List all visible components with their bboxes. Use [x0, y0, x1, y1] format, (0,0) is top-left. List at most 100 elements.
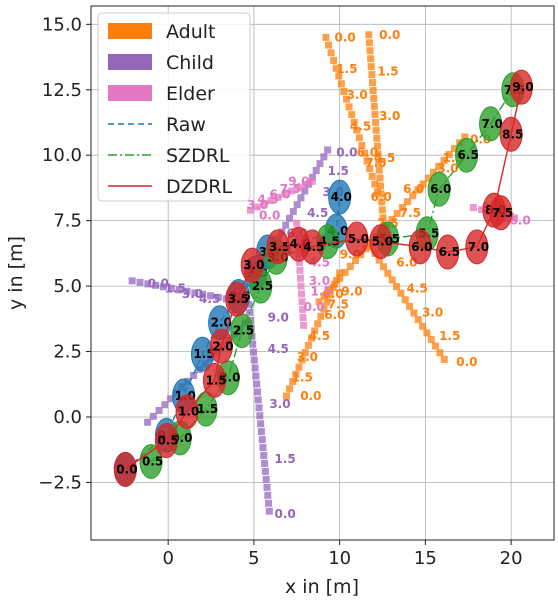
pedestrian-marker: [296, 266, 304, 274]
pedestrian-marker: [366, 47, 374, 55]
pedestrian-marker: [316, 160, 324, 168]
pedestrian-marker: [363, 157, 371, 165]
pedestrian-marker: [369, 86, 377, 94]
pedestrian-time-label: 1.5: [274, 452, 295, 466]
pedestrian-marker: [419, 322, 427, 330]
pedestrian-marker: [260, 200, 268, 208]
pedestrian-marker: [301, 181, 309, 189]
pedestrian-marker: [368, 172, 376, 180]
robot-time-label: 1.5: [197, 402, 218, 416]
robot-time-label: 0.5: [142, 454, 163, 468]
pedestrian-time-label: 0.0: [304, 300, 325, 314]
pedestrian-marker: [149, 412, 157, 420]
y-tick-label: 7.5: [53, 211, 82, 232]
pedestrian-time-label: 9.0: [288, 174, 309, 188]
pedestrian-time-label: 4.5: [309, 329, 330, 343]
pedestrian-trajectory: 0.01.53.04.56.07.5: [322, 30, 387, 196]
robot-position-marker: [175, 394, 199, 430]
robot-position-marker: [139, 443, 163, 479]
pedestrian-trajectory: 9.07.56.04.53.00.0: [246, 174, 316, 222]
pedestrian-marker: [340, 87, 348, 95]
pedestrian-trajectory: 0.01.53.04.5: [128, 276, 246, 306]
x-tick-label: 20: [500, 548, 523, 569]
pedestrian-marker: [372, 126, 380, 134]
pedestrian-marker: [435, 162, 443, 170]
pedestrian-marker: [325, 286, 333, 294]
pedestrian-time-label: 4.5: [407, 282, 428, 296]
pedestrian-time-label: 0.0: [300, 389, 321, 403]
robot-time-label: 1.0: [178, 405, 199, 419]
x-tick-label: 5: [248, 548, 259, 569]
pedestrian-marker: [409, 192, 417, 200]
pedestrian-marker: [371, 180, 379, 188]
pedestrian-marker: [369, 79, 377, 87]
pedestrian-marker: [345, 103, 353, 111]
pedestrian-marker: [191, 289, 199, 297]
pedestrian-marker: [374, 150, 382, 158]
robot-position-marker: [479, 106, 503, 142]
pedestrian-time-label: 1.5: [165, 282, 186, 296]
pedestrian-marker: [263, 483, 271, 491]
pedestrian-time-label: 6.0: [269, 187, 290, 201]
pedestrian-marker: [343, 95, 351, 103]
pedestrian-marker: [406, 302, 414, 310]
pedestrian-marker: [281, 190, 289, 198]
pedestrian-marker: [388, 215, 396, 223]
robot-position-marker: [499, 116, 523, 152]
pedestrian-trajectory: 9.06.04.53.01.50.0: [282, 269, 363, 403]
x-tick-label: 15: [414, 548, 437, 569]
pedestrian-marker: [401, 296, 409, 304]
pedestrian-marker: [361, 149, 369, 157]
pedestrian-marker: [167, 395, 175, 403]
pedestrian-marker: [393, 209, 401, 217]
pedestrian-marker: [376, 174, 384, 182]
legend-label: DZDRL: [166, 176, 232, 198]
pedestrian-marker: [293, 219, 301, 227]
robot-position-marker: [408, 229, 432, 265]
pedestrian-marker: [346, 262, 354, 270]
pedestrian-marker: [511, 214, 519, 222]
pedestrian-marker: [322, 33, 330, 41]
pedestrian-marker: [262, 475, 270, 483]
pedestrian-marker: [440, 156, 448, 164]
robot-time-label: 6.5: [439, 245, 460, 259]
robot-time-label: 8.5: [502, 127, 523, 141]
pedestrian-time-label: 3.0: [422, 305, 443, 319]
pedestrian-marker: [393, 283, 401, 291]
pedestrian-marker: [404, 198, 412, 206]
pedestrian-time-label: 4.5: [374, 151, 395, 165]
pedestrian-time-label: 4.5: [257, 193, 278, 207]
robot-time-label: 2.0: [212, 339, 233, 353]
robot-time-label: 3.5: [228, 292, 249, 306]
pedestrian-marker: [261, 459, 269, 467]
legend-label: Raw: [166, 114, 206, 136]
legend-entry-raw: Raw: [108, 114, 206, 136]
pedestrian-marker: [348, 111, 356, 119]
legend-entry-adult: Adult: [108, 21, 216, 43]
legend-label: Elder: [166, 83, 215, 105]
pedestrian-time-label: 4.5: [307, 206, 328, 220]
pedestrian-time-label: 0.0: [336, 146, 357, 160]
robot-time-label: 4.0: [331, 190, 352, 204]
robot-time-label: 7.0: [468, 240, 489, 254]
pedestrian-marker: [250, 356, 258, 364]
pedestrian-marker: [368, 71, 376, 79]
pedestrian-marker: [254, 396, 262, 404]
pedestrian-time-label: 3.0: [247, 198, 268, 212]
pedestrian-marker: [430, 168, 438, 176]
pedestrian-marker: [292, 370, 300, 378]
pedestrian-marker: [308, 173, 316, 181]
robot-time-label: 9.0: [512, 80, 533, 94]
robot-position-marker: [154, 423, 178, 459]
pedestrian-time-label: 0.0: [379, 28, 400, 42]
legend-swatch: [108, 85, 152, 101]
pedestrian-marker: [326, 291, 334, 299]
pedestrian-time-label: 1.5: [377, 64, 398, 78]
pedestrian-marker: [293, 201, 301, 209]
pedestrian-marker: [294, 184, 302, 192]
robot-position-marker: [240, 247, 264, 283]
pedestrian-marker: [375, 158, 383, 166]
pedestrian-marker: [253, 203, 261, 211]
pedestrian-time-label: 0.0: [335, 30, 356, 44]
pedestrian-marker: [419, 180, 427, 188]
